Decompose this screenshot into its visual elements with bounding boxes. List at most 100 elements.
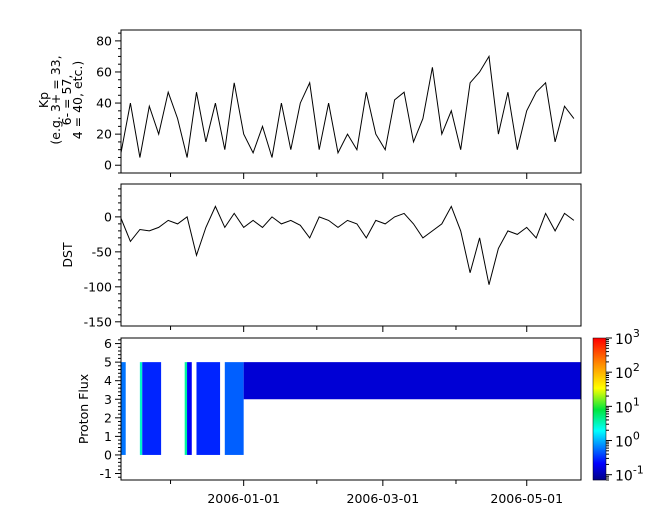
colorbar-band [593,446,606,448]
y-axis-label: 6- = 57, [59,75,74,126]
tick-exponent: 3 [633,327,640,340]
y-tick-label: 20 [96,127,112,142]
x-tick-label: 2006-01-01 [207,491,280,506]
colorbar-band [593,421,606,423]
colorbar-band [593,428,606,430]
colorbar-band [593,410,606,412]
colorbar-tick-label: 103 [615,327,640,348]
colorbar-band [593,342,606,344]
colorbar-band [593,469,606,471]
colorbar-band [593,450,606,452]
colorbar-band [593,440,606,442]
colorbar-band [593,367,606,369]
colorbar-band [593,356,606,358]
colorbar-band [593,347,606,349]
y-tick-label: 6 [104,336,112,351]
x-axis: 2006-01-01 2006-03-01 2006-05-01 [207,491,563,506]
tick-exponent: 0 [633,430,640,443]
y-tick-label: -50 [92,244,112,259]
colorbar-band [593,429,606,431]
y-tick-label: 5 [104,355,112,370]
colorbar-band [593,384,606,386]
y-tick-label: 60 [96,64,112,79]
colorbar-band [593,340,606,342]
y-axis-label: (e.g. 3+ = 33, [48,55,63,144]
colorbar-band [593,378,606,380]
colorbar-band [593,388,606,390]
colorbar-band [593,425,606,427]
x-tick-label: 2006-05-01 [490,491,563,506]
colorbar-band [593,386,606,388]
colorbar-band [593,466,606,468]
colorbar-band [593,432,606,434]
heatmap-cell [184,362,188,455]
colorbar-band [593,379,606,381]
colorbar-band [593,385,606,387]
colorbar-band [593,473,606,475]
colorbar-band [593,419,606,421]
colorbar-band [593,404,606,406]
colorbar-band [593,439,606,441]
proton-flux-panel: -1 0 1 2 3 4 5 6 Proton Flux [76,336,582,486]
colorbar-band [593,406,606,408]
colorbar-band [593,478,606,480]
colorbar-band [593,398,606,400]
colorbar-band [593,394,606,396]
colorbar-band [593,382,606,384]
colorbar-band [593,402,606,404]
tick-exponent: -1 [633,464,644,477]
colorbar-band [593,465,606,467]
colorbar-band [593,462,606,464]
colorbar-band [593,400,606,402]
colorbar-band [593,441,606,443]
colorbar-band [593,453,606,455]
colorbar-band [593,407,606,409]
tick-base: 10 [615,469,633,485]
colorbar-band [593,416,606,418]
colorbar-band [593,471,606,473]
y-axis-label: Proton Flux [76,374,91,444]
colorbar-band [593,454,606,456]
colorbar-band [593,445,606,447]
heatmap-cell [224,362,244,455]
colorbar-band [593,345,606,347]
colorbar-band [593,414,606,416]
y-tick-label: 0 [104,158,112,173]
colorbar-band [593,371,606,373]
colorbar-band [593,359,606,361]
colorbar-band [593,403,606,405]
tick-base: 10 [615,435,633,451]
colorbar-band [593,383,606,385]
colorbar-band [593,401,606,403]
y-tick-label: 3 [104,392,112,407]
colorbar-band [593,461,606,463]
y-tick-label: 80 [96,33,112,48]
y-tick-label: 2 [104,410,112,425]
colorbar-band [593,349,606,351]
colorbar-band [593,447,606,449]
colorbar-band [593,372,606,374]
colorbar-band [593,396,606,398]
colorbar-band [593,360,606,362]
colorbar-band [593,375,606,377]
colorbar-band [593,387,606,389]
y-tick-label: -1 [100,466,112,481]
colorbar-band [593,430,606,432]
colorbar-band [593,418,606,420]
colorbar-band [593,459,606,461]
colorbar-band [593,463,606,465]
colorbar-band [593,479,606,481]
colorbar-band [593,412,606,414]
colorbar-band [593,362,606,364]
colorbar-band [593,364,606,366]
colorbar-band [593,472,606,474]
colorbar-band [593,474,606,476]
colorbar-band [593,344,606,346]
colorbar-frame [592,337,607,481]
colorbar-band [593,408,606,410]
y-tick-label: 1 [104,429,112,444]
colorbar-band [593,355,606,357]
colorbar-band [593,350,606,352]
colorbar-band [593,393,606,395]
